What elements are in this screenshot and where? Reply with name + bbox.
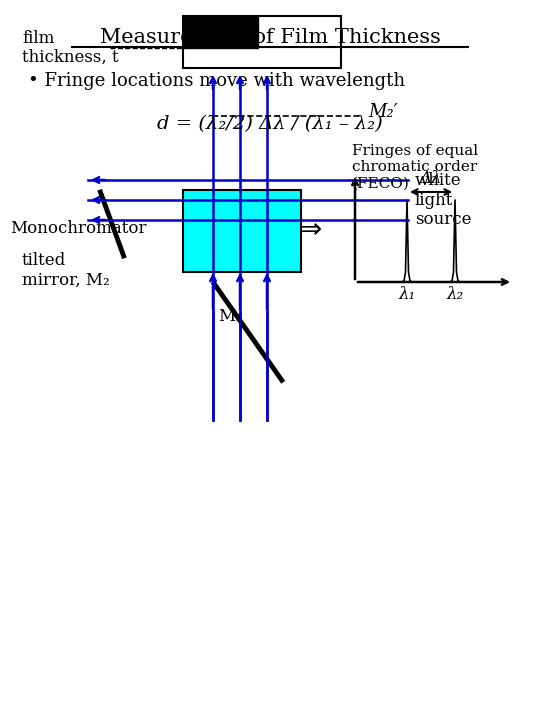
Text: Δλ: Δλ (420, 170, 442, 187)
Text: Monochromator: Monochromator (10, 220, 146, 236)
Text: M₁: M₁ (218, 308, 242, 325)
Text: M₂′: M₂′ (368, 103, 398, 121)
Text: λ₂: λ₂ (447, 286, 463, 303)
Bar (183, 16, 341, 68)
Text: Measurement of Film Thickness: Measurement of Film Thickness (99, 28, 441, 47)
Text: λ₁: λ₁ (399, 286, 416, 303)
Text: $\Rightarrow$: $\Rightarrow$ (293, 214, 322, 242)
Text: tilted
mirror, M₂: tilted mirror, M₂ (22, 252, 110, 289)
Text: film
thickness, t: film thickness, t (22, 30, 119, 66)
Text: d = (λ₂/2) Δλ / (λ₁ – λ₂): d = (λ₂/2) Δλ / (λ₁ – λ₂) (157, 115, 383, 133)
Bar (183, 190, 301, 272)
Text: • Fringe locations move with wavelength: • Fringe locations move with wavelength (28, 72, 405, 90)
Text: white
light
source: white light source (415, 172, 471, 228)
Text: Fringes of equal
chromatic order
(FECO): Fringes of equal chromatic order (FECO) (352, 144, 478, 190)
Bar (183, 16, 258, 48)
